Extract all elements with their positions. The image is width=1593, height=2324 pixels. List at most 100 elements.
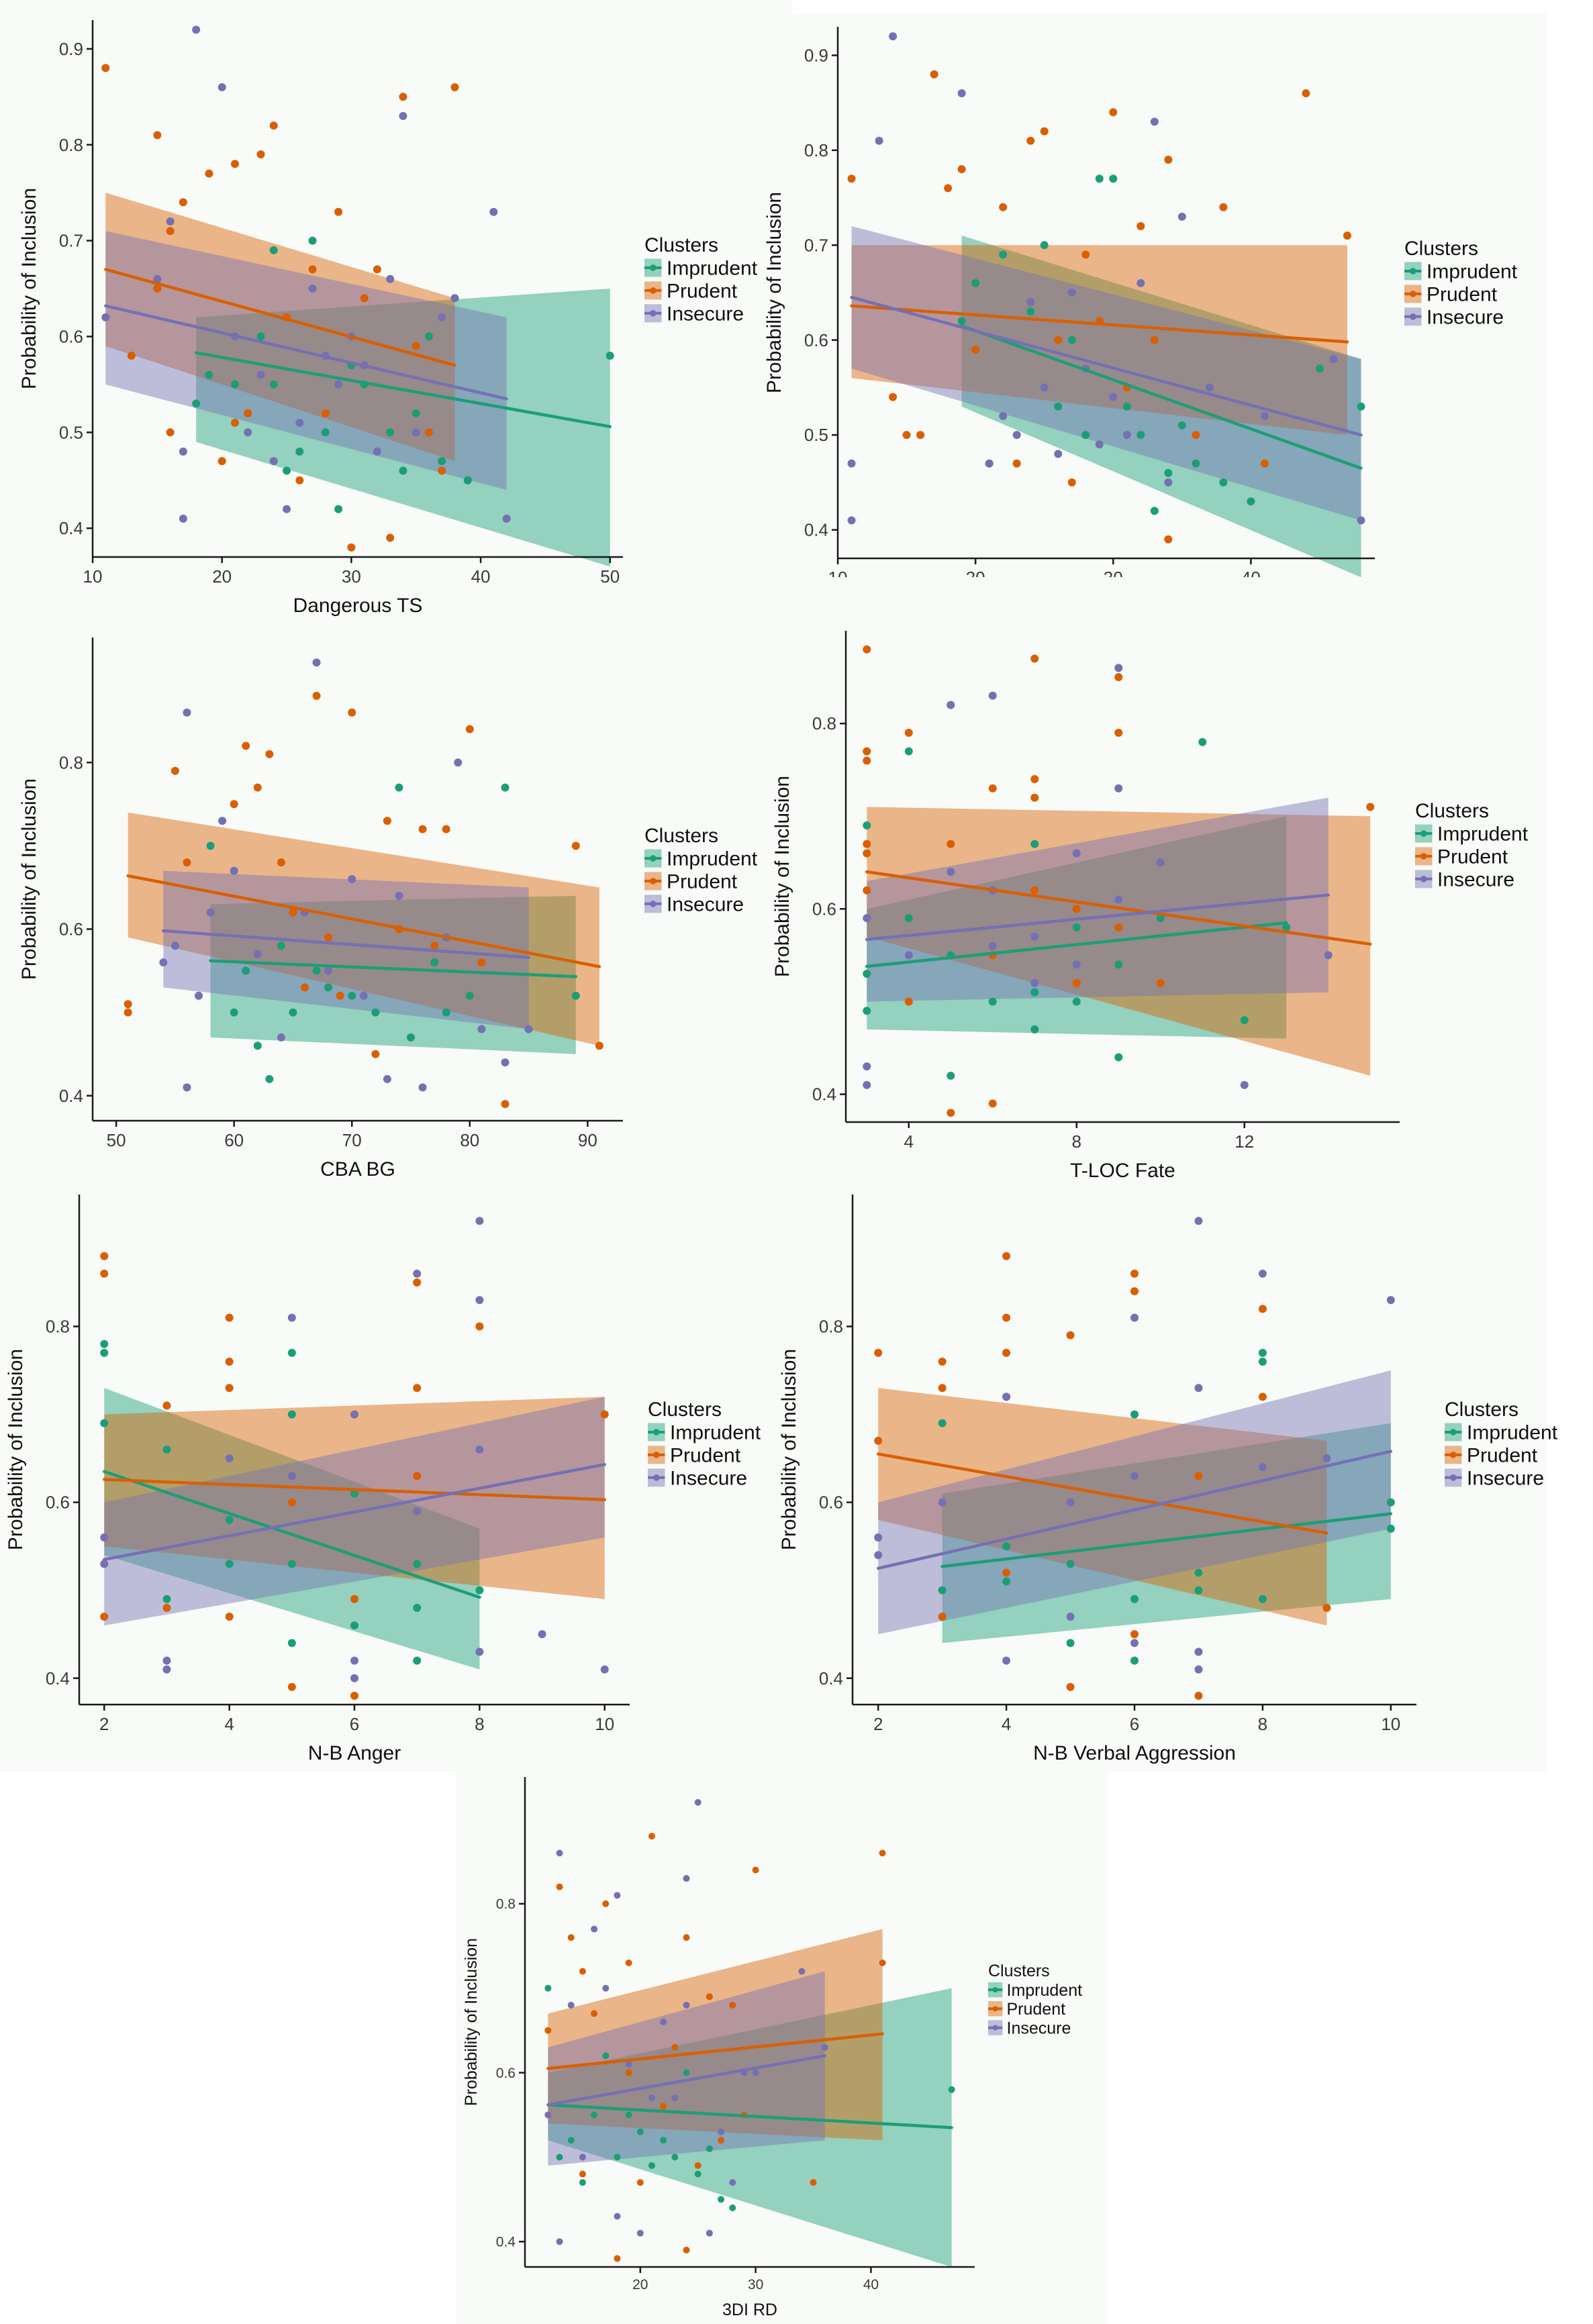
y-tick-label: 0.4 (59, 518, 83, 538)
y-tick-label: 0.7 (59, 231, 83, 251)
data-point-imprudent (287, 1560, 296, 1568)
regression-line-insecure (162, 929, 530, 959)
legend-dot (1420, 853, 1427, 860)
data-point-insecure (225, 1454, 234, 1463)
data-point-insecure (752, 2069, 759, 2076)
data-point-prudent (600, 1410, 609, 1419)
data-point-insecure (475, 1296, 484, 1305)
chart-panel-impulsive-ts: 102030400.40.50.60.70.80.9Impulsive TSPr… (763, 13, 1547, 631)
data-point-prudent (938, 1384, 947, 1393)
data-point-insecure (350, 1410, 358, 1419)
data-point-imprudent (230, 1008, 238, 1017)
data-point-prudent (350, 1691, 358, 1700)
legend-key-insecure (988, 2020, 1003, 2035)
y-axis-title: Probability of Inclusion (18, 188, 40, 389)
data-point-prudent (1322, 1603, 1331, 1612)
legend-dot (992, 2006, 998, 2012)
data-point-imprudent (706, 2145, 713, 2152)
data-point-prudent (660, 2103, 667, 2110)
data-point-imprudent (350, 1489, 358, 1498)
regression-line-insecure (103, 1463, 606, 1562)
data-point-insecure (334, 380, 343, 389)
y-tick-label: 0.6 (812, 899, 836, 919)
legend-dot (649, 855, 657, 862)
data-point-imprudent (269, 246, 278, 254)
regression-line-prudent (865, 870, 1372, 946)
y-tick-label: 0.6 (496, 2066, 516, 2081)
y-tick-label: 0.8 (804, 140, 828, 160)
regression-line-prudent (126, 874, 601, 968)
data-point-insecure (418, 1083, 427, 1092)
x-tick-label: 50 (600, 566, 620, 587)
data-point-imprudent (287, 1639, 296, 1648)
y-tick-label: 0.4 (496, 2235, 516, 2250)
data-point-prudent (1137, 222, 1145, 230)
data-point-prudent (287, 1498, 296, 1507)
data-point-insecure (1114, 664, 1123, 672)
legend-label-imprudent: Imprudent (1427, 261, 1518, 283)
legend-title: Clusters (1415, 800, 1489, 822)
data-point-imprudent (412, 409, 420, 417)
data-point-prudent (944, 184, 953, 193)
data-point-insecure (159, 958, 168, 967)
data-point-prudent (602, 1900, 610, 1907)
data-point-insecure (1194, 1665, 1203, 1674)
data-point-insecure (1177, 212, 1186, 221)
data-point-imprudent (1114, 960, 1123, 969)
data-point-prudent (1130, 1269, 1139, 1278)
regression-line-imprudent (940, 1512, 1393, 1568)
data-point-prudent (625, 1959, 632, 1966)
data-point-prudent (1164, 535, 1173, 544)
data-point-prudent (1258, 1305, 1267, 1313)
data-point-insecure (101, 313, 110, 321)
y-tick-label: 0.6 (46, 1493, 70, 1513)
regression-line-insecure (104, 304, 508, 401)
data-point-imprudent (556, 2154, 563, 2161)
data-point-prudent (153, 131, 162, 140)
data-point-insecure (162, 1656, 171, 1665)
data-point-imprudent (1194, 1586, 1203, 1595)
legend-dot (1409, 291, 1416, 297)
y-axis-title: Probability of Inclusion (5, 1349, 27, 1550)
confidence-band-prudent (128, 812, 599, 1046)
data-point-insecure (625, 2060, 632, 2068)
legend-dot (649, 287, 657, 294)
data-point-imprudent (1114, 1053, 1123, 1062)
data-point-imprudent (1247, 497, 1255, 506)
x-axis-title: CBA BG (320, 1158, 395, 1180)
data-point-insecure (567, 2001, 575, 2009)
y-tick-label: 0.8 (819, 1317, 843, 1337)
data-point-insecure (206, 908, 215, 917)
data-point-insecure (183, 1083, 191, 1092)
data-point-insecure (683, 2001, 690, 2009)
data-point-prudent (501, 1100, 510, 1109)
data-point-insecure (230, 866, 238, 875)
data-point-prudent (230, 419, 239, 427)
data-point-insecure (100, 1560, 109, 1568)
data-point-prudent (863, 747, 871, 756)
data-point-prudent (1114, 923, 1123, 931)
data-point-prudent (636, 2179, 644, 2186)
data-point-prudent (371, 1050, 380, 1058)
data-point-imprudent (225, 1515, 234, 1524)
legend-title: Clusters (1404, 238, 1478, 260)
data-point-insecure (1156, 858, 1165, 867)
data-point-prudent (1040, 127, 1049, 136)
legend-label-imprudent: Imprudent (1437, 823, 1529, 846)
confidence-band-prudent (548, 1929, 883, 2141)
data-point-imprudent (438, 457, 446, 466)
regression-line-prudent (876, 1452, 1329, 1535)
data-point-insecure (847, 516, 856, 525)
data-point-insecure (1324, 951, 1333, 960)
data-point-imprudent (1002, 1542, 1011, 1551)
data-point-prudent (544, 2027, 552, 2034)
data-point-prudent (591, 2010, 598, 2017)
data-point-imprudent (1040, 241, 1049, 250)
data-point-imprudent (718, 2196, 725, 2203)
x-axis-title: N-B Anger (308, 1742, 401, 1764)
legend-label-insecure: Insecure (1007, 2019, 1071, 2037)
data-point-prudent (1054, 336, 1063, 344)
